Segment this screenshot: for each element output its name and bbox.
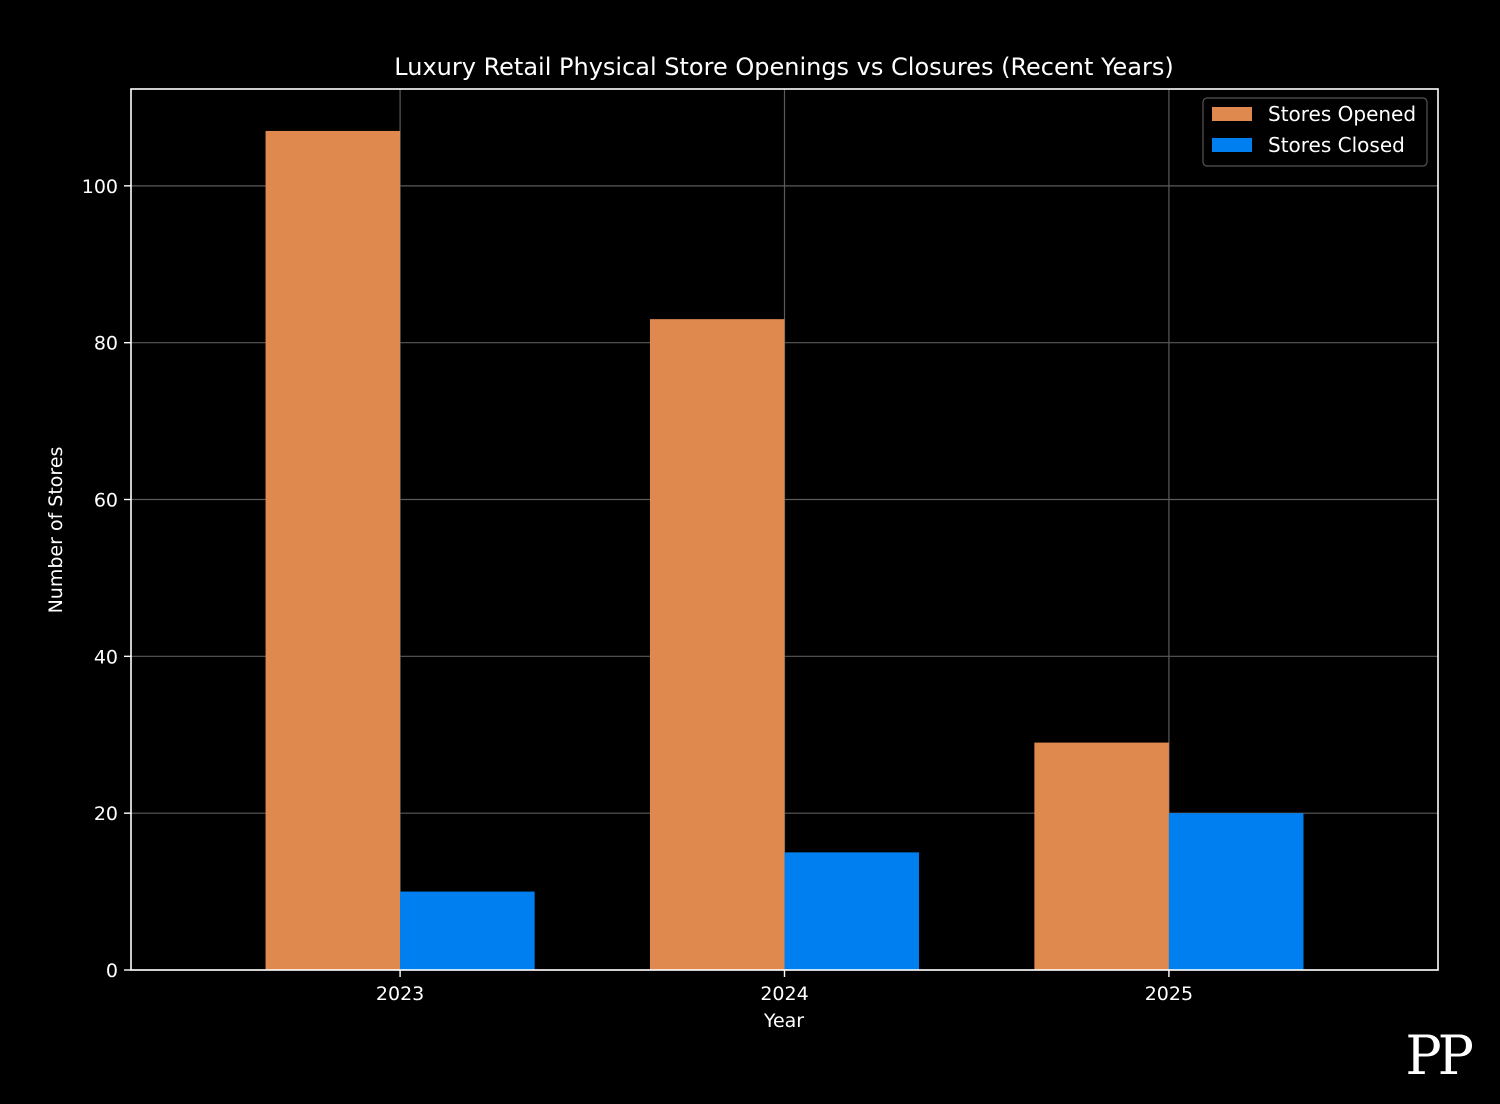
bar-closed-2024 — [784, 852, 920, 970]
y-tick-label: 60 — [94, 490, 118, 512]
axis-ticks: 0 20 40 60 80 100 2023 2024 2025 — [82, 176, 1193, 1005]
y-tick-label: 0 — [106, 960, 118, 982]
legend-label-opened: Stores Opened — [1268, 102, 1416, 126]
bar-closed-2023 — [400, 891, 535, 970]
x-tick-label: 2025 — [1145, 983, 1193, 1005]
y-tick-label: 80 — [94, 333, 118, 355]
chart-title: Luxury Retail Physical Store Openings vs… — [394, 53, 1173, 81]
bar-closed-2025 — [1168, 813, 1304, 970]
watermark-logo: PP — [1405, 1024, 1472, 1087]
bar-opened-2023 — [265, 130, 401, 970]
legend: Stores Opened Stores Closed — [1202, 97, 1428, 167]
x-axis-label: Year — [763, 1010, 804, 1032]
x-tick-label: 2024 — [760, 983, 808, 1005]
bar-opened-2024 — [649, 319, 785, 970]
legend-swatch-opened — [1212, 107, 1252, 121]
y-axis-label: Number of Stores — [45, 447, 67, 614]
y-tick-label: 100 — [82, 176, 118, 198]
bar-opened-2025 — [1034, 742, 1169, 970]
legend-box — [1202, 97, 1428, 167]
y-tick-label: 40 — [94, 646, 118, 668]
x-tick-label: 2023 — [376, 983, 424, 1005]
bars — [265, 130, 1304, 970]
y-tick-label: 20 — [94, 803, 118, 825]
legend-label-closed: Stores Closed — [1268, 133, 1405, 157]
legend-swatch-closed — [1212, 138, 1252, 152]
